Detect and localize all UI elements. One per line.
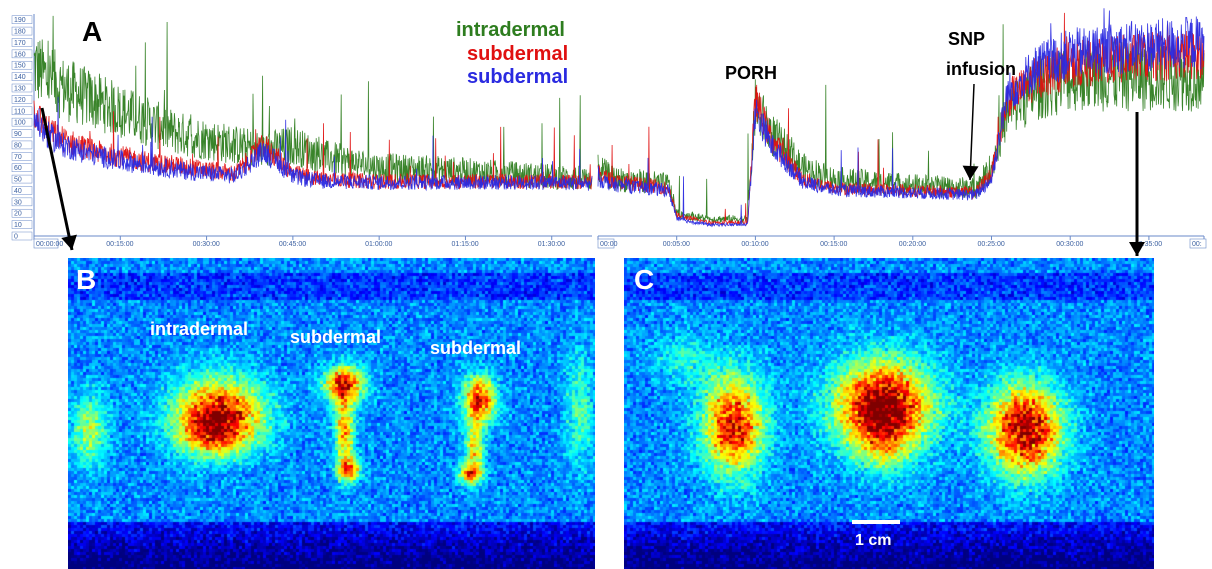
y-tick-label: 0	[14, 234, 18, 241]
y-tick-box	[11, 208, 33, 218]
y-tick-box	[11, 186, 33, 195]
y-tick-box	[11, 72, 33, 81]
left-chart-axes: 0 10 20 30 40 50 60 70 80 90 100 110 120 130 140 150 160…	[11, 14, 592, 249]
y-tick-label: 70	[14, 154, 22, 161]
scale-bar-label: 1 cm	[855, 532, 892, 549]
x-tick-box	[597, 238, 615, 249]
panel-label-c: C	[634, 264, 655, 295]
y-tick-label: 90	[14, 131, 22, 138]
y-tick-box	[11, 83, 33, 93]
y-tick-box	[11, 220, 33, 229]
y-tick-label: 40	[14, 188, 22, 195]
legend-intradermal: intradermal	[456, 19, 565, 41]
y-tick-label: 130	[14, 86, 26, 93]
y-tick-label: 140	[14, 74, 26, 81]
y-tick-box	[11, 15, 33, 24]
y-tick-label: 190	[14, 17, 26, 24]
y-tick-label: 80	[14, 142, 22, 149]
y-tick-label: 20	[14, 211, 22, 218]
arrows	[40, 83, 1145, 256]
y-tick-box	[11, 60, 33, 70]
y-tick-box	[11, 117, 33, 127]
x-tick-label: 00:30:00	[193, 241, 220, 248]
x-tick-label: 00:25:00	[978, 241, 1005, 248]
x-tick-label: 00:00:00	[36, 241, 63, 248]
x-tick-label: 01:15:00	[451, 241, 478, 248]
x-tick-label: 00:30:00	[1056, 241, 1083, 248]
annotation-infusion: infusion	[946, 59, 1016, 79]
x-tick-label: 01:30:00	[538, 241, 565, 248]
x-tick-label: 00:15:00	[820, 241, 847, 248]
chart-a: 0 10 20 30 40 50 60 70 80 90 100 110 120 130 140 150 160…	[11, 8, 1207, 256]
y-tick-label: 10	[14, 222, 22, 229]
arrow-snp-line	[969, 83, 975, 181]
legend-subdermal-red: subdermal	[467, 43, 569, 65]
panel-label-b: B	[76, 264, 97, 295]
x-tick-box	[1189, 238, 1207, 249]
x-tick-label: 00:00	[600, 241, 618, 248]
panel-label-a: A	[82, 16, 103, 47]
y-tick-label: 120	[14, 97, 26, 104]
y-tick-box	[11, 140, 33, 150]
y-tick-label: 60	[14, 165, 22, 172]
y-tick-label: 100	[14, 120, 26, 127]
annotation-porh: PORH	[725, 63, 778, 83]
trace-intradermal	[33, 15, 593, 191]
annotation-snp: SNP	[948, 29, 986, 49]
trace-subdermal	[597, 8, 1205, 228]
y-tick-label: 30	[14, 199, 22, 206]
y-tick-box	[11, 106, 33, 116]
y-tick-box	[11, 163, 33, 172]
y-tick-box	[11, 197, 33, 207]
x-tick-box	[33, 238, 59, 249]
trace-subdermal	[33, 96, 593, 192]
y-tick-box	[11, 95, 33, 104]
image-b-label-intradermal: intradermal	[150, 319, 249, 339]
x-tick-label: 00:05:00	[663, 241, 690, 248]
x-tick-label: 00:15:00	[106, 241, 133, 248]
y-tick-label: 160	[14, 51, 26, 58]
left-chart-traces	[33, 15, 593, 192]
image-b-label-subdermal-2: subdermal	[430, 338, 522, 358]
image-panel-b	[68, 258, 595, 569]
y-tick-box	[11, 174, 33, 184]
x-tick-label: 00:10:00	[741, 241, 768, 248]
x-tick-label: 00:35:00	[1135, 241, 1162, 248]
legend-subdermal-blue: subdermal	[467, 66, 569, 88]
scale-bar	[852, 520, 900, 524]
y-tick-label: 180	[14, 29, 26, 36]
arrow-to-b-line	[40, 107, 74, 251]
arrow-snp-head	[962, 165, 979, 180]
x-tick-label: 00:45:00	[279, 241, 306, 248]
x-tick-label: 00:	[1192, 241, 1202, 248]
image-panel-c	[624, 258, 1154, 569]
perfusion-image-b	[68, 258, 595, 569]
y-tick-box	[11, 38, 33, 47]
right-chart-axes: 00:00 00:05:00 00:10:00 00:15:00 00:20:00 00:…	[597, 235, 1207, 249]
y-tick-label: 50	[14, 177, 22, 184]
x-tick-label: 01:00:00	[365, 241, 392, 248]
y-tick-label: 150	[14, 63, 26, 70]
image-b-label-subdermal-1: subdermal	[290, 327, 382, 347]
arrow-to-c-head	[1129, 242, 1145, 256]
y-tick-box	[11, 26, 33, 36]
x-tick-label: 00:20:00	[899, 241, 926, 248]
y-tick-box	[11, 231, 33, 241]
arrow-to-b-head	[61, 234, 77, 250]
y-tick-label: 170	[14, 40, 26, 47]
y-tick-box	[11, 152, 33, 161]
y-tick-label: 110	[14, 108, 25, 115]
y-tick-box	[11, 49, 33, 59]
perfusion-image-c	[624, 258, 1154, 569]
right-chart-traces	[597, 8, 1205, 228]
y-tick-box	[11, 129, 33, 138]
